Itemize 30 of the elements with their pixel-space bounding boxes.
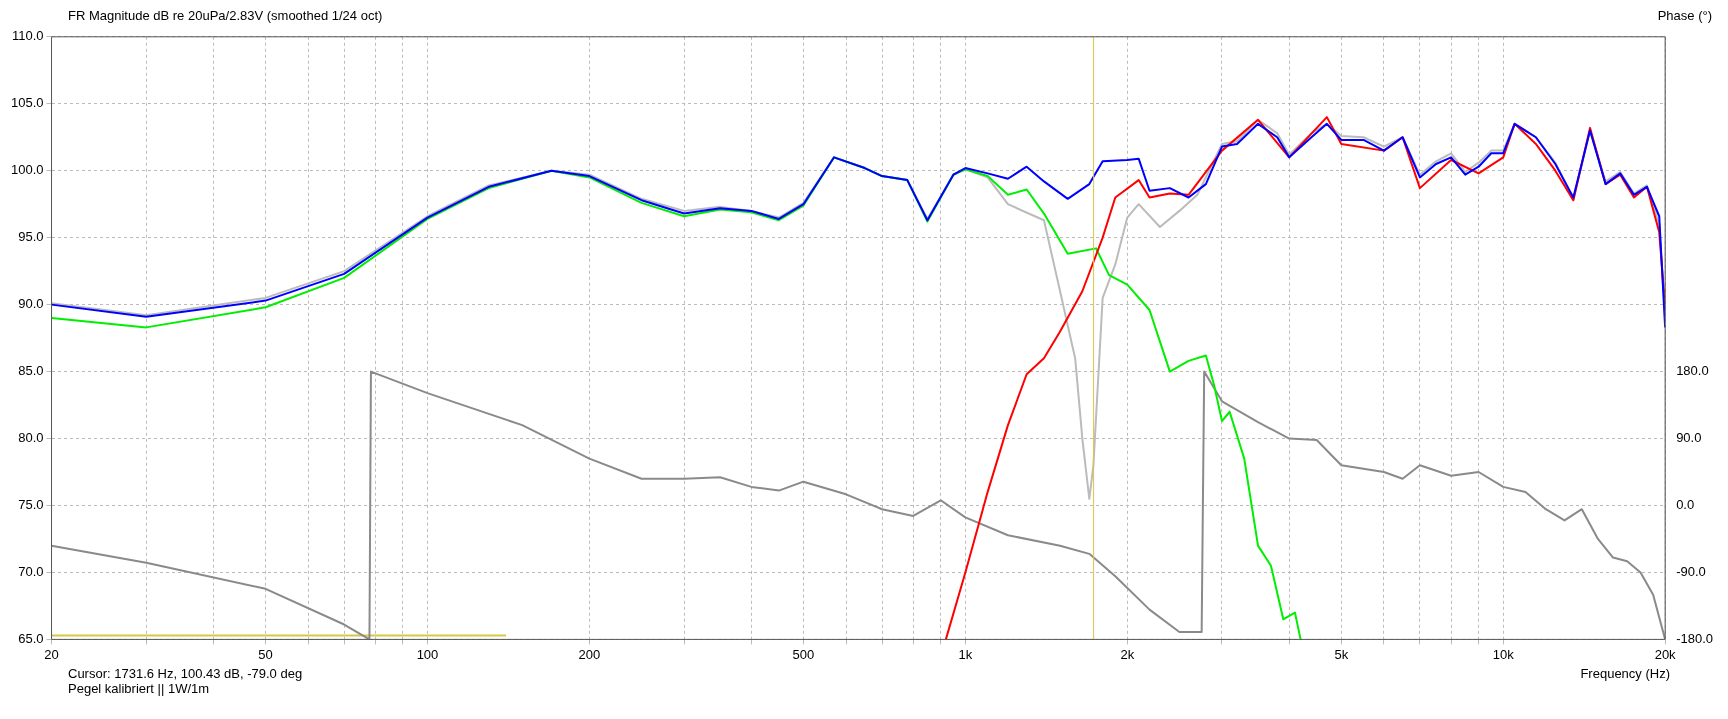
x-tick-label: 1k bbox=[958, 646, 973, 662]
x-tick-label: 2k bbox=[1120, 646, 1135, 662]
y-tick-label: 110.0 bbox=[11, 28, 44, 44]
y-tick-label: 85.0 bbox=[18, 363, 44, 379]
y2-tick-label: -180.0 bbox=[1676, 630, 1714, 646]
y-tick-label: 95.0 bbox=[18, 229, 44, 245]
text: Pegel kalibriert || 1W/1m bbox=[68, 681, 211, 696]
x-tick-label: 200 bbox=[578, 646, 601, 662]
x-tick-label: 20 bbox=[44, 646, 59, 662]
x-tick-label: 5k bbox=[1334, 646, 1349, 662]
y-tick-label: 70.0 bbox=[18, 564, 44, 580]
y-tick-label: 90.0 bbox=[18, 296, 44, 312]
x-tick-label: 100 bbox=[416, 646, 439, 662]
y-tick-label: 75.0 bbox=[18, 497, 44, 513]
y-tick-label: 80.0 bbox=[18, 430, 44, 446]
chart-title: FR Magnitude dB re 20uPa/2.83V (smoothed 1/24 oct) bbox=[68, 8, 383, 25]
x-tick-label: 20k bbox=[1654, 646, 1677, 662]
y2-tick-label: 0.0 bbox=[1676, 497, 1695, 513]
x-axis-title: Frequency (Hz) bbox=[1580, 666, 1670, 683]
y2-tick-label: 90.0 bbox=[1676, 430, 1702, 446]
y2-tick-label: -90.0 bbox=[1676, 564, 1706, 580]
x-tick-label: 50 bbox=[258, 646, 273, 662]
x-tick-label: 500 bbox=[792, 646, 815, 662]
text: Cursor: 1731.6 Hz, 100.43 dB, -79.0 deg bbox=[68, 666, 303, 681]
y2-tick-label: 180.0 bbox=[1676, 363, 1709, 379]
x-tick-label: 10k bbox=[1492, 646, 1515, 662]
y-tick-label: 100.0 bbox=[10, 162, 44, 178]
y-tick-label: 65.0 bbox=[18, 630, 44, 646]
y-tick-label: 105.0 bbox=[10, 95, 44, 111]
y2-axis-title: Phase (°) bbox=[1657, 8, 1712, 25]
